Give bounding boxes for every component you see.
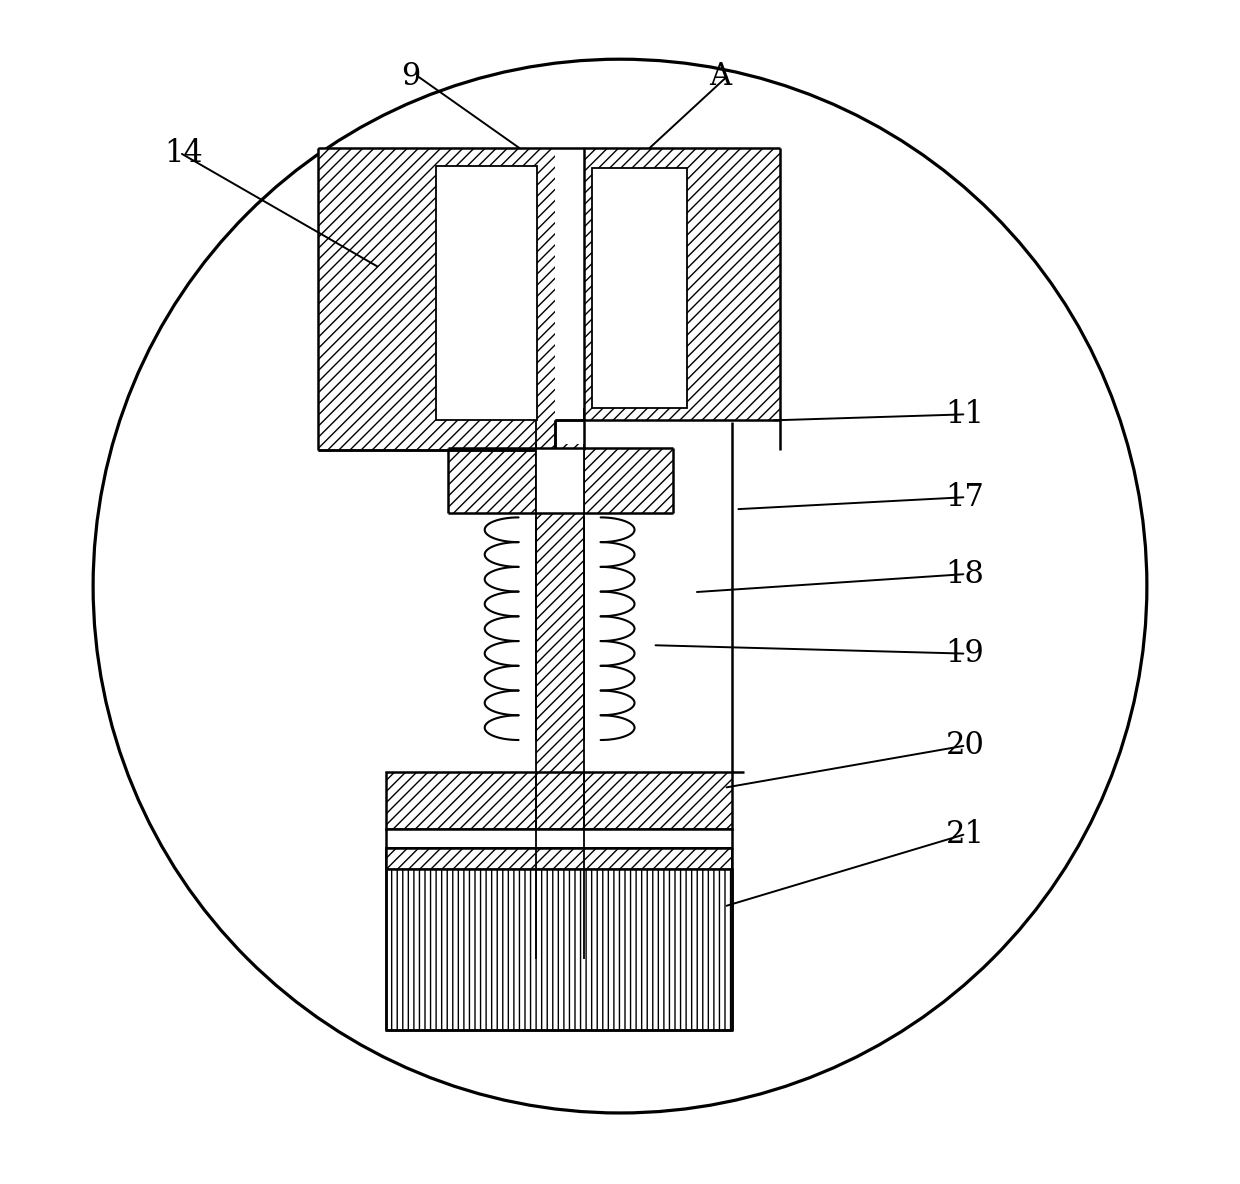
Text: 14: 14 [164,139,203,169]
Bar [449,448,673,513]
Text: 17: 17 [946,482,985,513]
Bar [436,166,537,420]
Text: 19: 19 [946,638,985,669]
Bar [492,517,627,740]
Bar [386,869,733,1030]
Bar [591,168,687,408]
Bar [386,829,733,848]
Bar [536,444,584,959]
Bar [584,148,780,420]
Text: 21: 21 [946,819,985,850]
Bar [386,772,733,829]
Text: A: A [709,62,730,92]
Bar [536,448,584,513]
Bar [319,148,554,450]
Text: 20: 20 [946,731,985,761]
Text: 9: 9 [401,62,420,92]
Bar [386,848,733,869]
Bar [536,517,584,740]
Circle shape [93,59,1147,1113]
Text: 18: 18 [946,559,985,590]
Text: 11: 11 [946,399,985,430]
